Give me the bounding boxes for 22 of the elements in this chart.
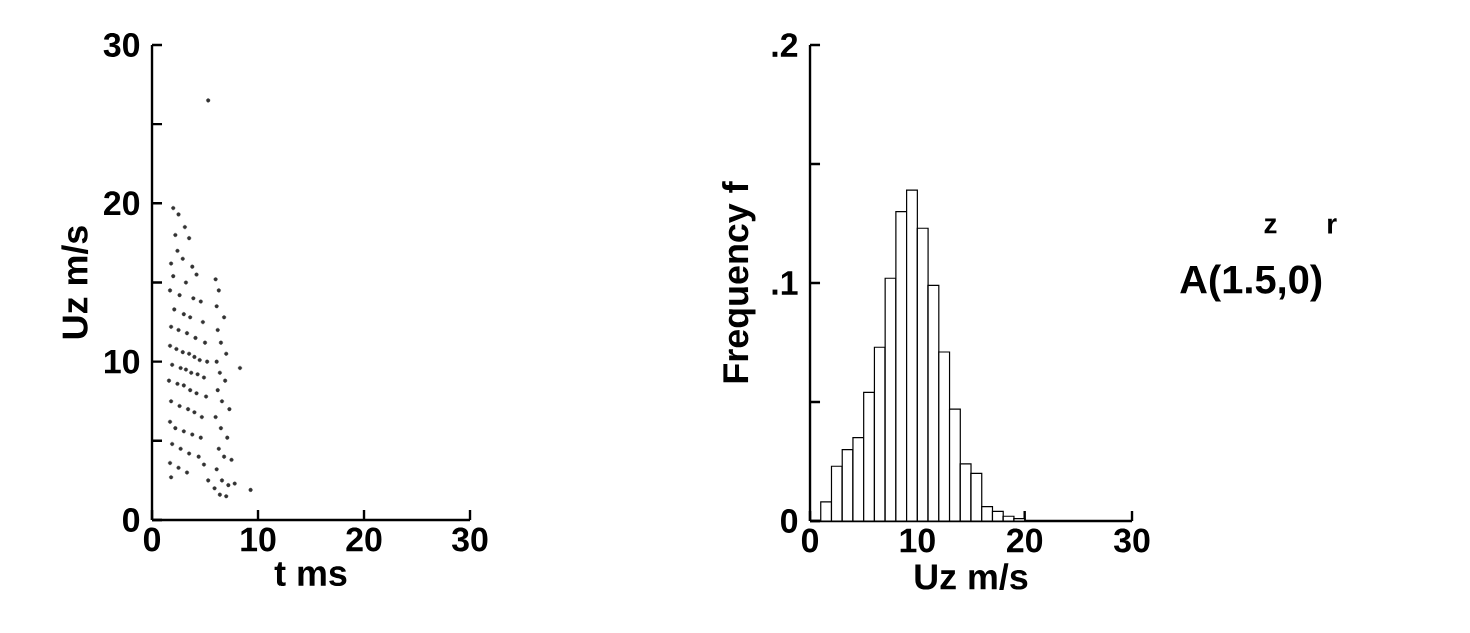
x-axis-title: t ms (274, 562, 347, 587)
y-axis-title: Uz m/s (61, 226, 89, 339)
x-tick-label: 20 (1007, 528, 1043, 553)
y-tick-label: 10 (104, 349, 140, 374)
y-tick-label: 20 (104, 191, 140, 216)
x-tick-label: 0 (143, 527, 161, 552)
y-tick-label: 0 (123, 507, 140, 532)
x-tick-label: 0 (801, 528, 819, 553)
y-tick-label: .2 (772, 33, 798, 57)
x-tick-label: 30 (451, 527, 488, 552)
text: A(1.5,0) (1180, 264, 1322, 302)
y-axis-title: Frequency f (722, 181, 756, 383)
y-tick-label: 30 (103, 32, 140, 57)
x-tick-label: 30 (1113, 528, 1150, 553)
y-tick-label: 0 (781, 508, 798, 533)
y-tick-label: .1 (772, 271, 798, 295)
x-tick-label: 10 (900, 528, 935, 553)
x-tick-label: 20 (346, 527, 382, 552)
x-tick-label: 10 (241, 527, 276, 552)
x-axis-title: Uz m/s (915, 563, 1028, 590)
text: z (1264, 218, 1277, 234)
text: r (1328, 218, 1337, 234)
